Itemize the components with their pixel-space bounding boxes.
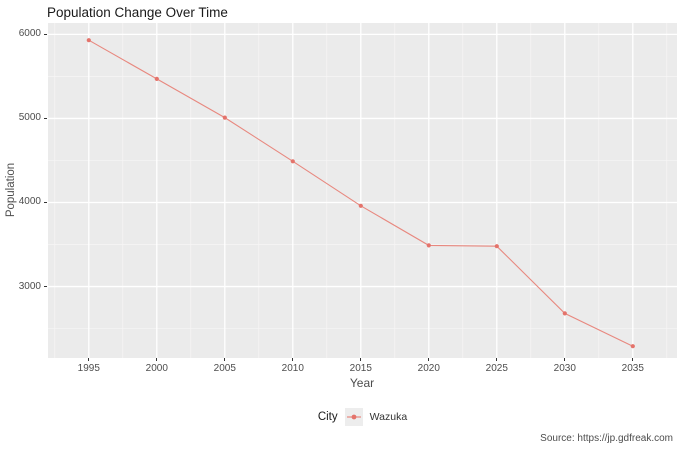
x-tick-label: 2035	[621, 363, 644, 374]
x-tick-mark	[292, 358, 294, 361]
data-point	[154, 76, 159, 81]
data-point	[290, 159, 295, 164]
plot-panel	[48, 23, 677, 358]
y-tick-label: 6000	[18, 28, 41, 40]
data-point	[562, 311, 567, 316]
x-tick-label: 2005	[213, 363, 236, 374]
y-tick-label: 5000	[18, 112, 41, 124]
data-point	[358, 203, 363, 208]
data-point	[494, 244, 499, 249]
chart-title: Population Change Over Time	[47, 5, 228, 20]
x-tick-mark	[360, 358, 362, 361]
y-tick-mark	[44, 33, 47, 35]
x-tick-label: 2030	[553, 363, 576, 374]
data-point	[426, 243, 431, 248]
x-tick-label: 2000	[145, 363, 168, 374]
x-tick-mark	[564, 358, 566, 361]
legend: City Wazuka	[48, 406, 677, 428]
x-tick-label: 2020	[417, 363, 440, 374]
data-point	[86, 38, 91, 43]
x-tick-mark	[496, 358, 498, 361]
x-tick-mark	[428, 358, 430, 361]
x-tick-label: 2015	[349, 363, 372, 374]
x-tick-mark	[632, 358, 634, 361]
y-tick-label: 4000	[18, 196, 41, 208]
y-tick-label: 3000	[18, 280, 41, 292]
legend-series-label: Wazuka	[369, 411, 408, 423]
x-tick-mark	[88, 358, 90, 361]
y-tick-mark	[44, 286, 47, 287]
x-tick-mark	[224, 358, 226, 361]
y-axis-title: Population	[5, 162, 17, 218]
x-tick-label: 2025	[485, 363, 508, 374]
x-tick-label: 1995	[77, 363, 100, 374]
plot-area-svg	[48, 23, 677, 358]
x-axis-title: Year	[349, 376, 375, 390]
legend-title: City	[317, 411, 338, 423]
legend-key-glyph	[346, 414, 361, 420]
x-tick-label: 2010	[281, 363, 304, 374]
data-point	[630, 344, 635, 349]
x-tick-mark	[156, 358, 158, 361]
source-note: Source: https://jp.gdfreak.com	[540, 433, 673, 444]
legend-key-icon	[344, 408, 363, 426]
legend-key-point	[351, 414, 357, 420]
y-tick-mark	[44, 202, 47, 203]
data-point	[222, 115, 227, 120]
y-tick-mark	[44, 117, 47, 119]
